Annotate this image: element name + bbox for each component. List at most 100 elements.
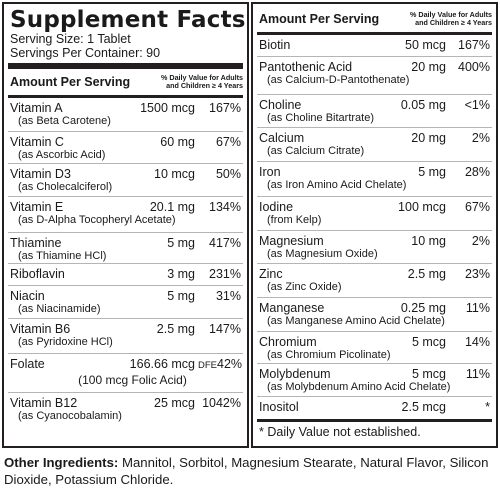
daily-value-percent: 28% — [464, 165, 490, 179]
nutrient-amount: 10 mg — [411, 234, 446, 248]
amount-per-serving-heading: Amount Per Serving — [259, 12, 380, 26]
left-nutrient-list: Vitamin A 1500 mcg 167% (as Beta Carotene) V… — [4, 98, 247, 429]
nutrient-row: Vitamin E 20.1 mg 134% (as D-Alpha Tocopher… — [8, 197, 243, 233]
nutrient-line: Choline 0.05 mg <1% — [259, 98, 490, 112]
nutrient-name: Iodine — [259, 200, 294, 214]
nutrient-row: Manganese 0.25 mg 11% (as Manganese Amino A… — [257, 298, 492, 332]
nutrient-line: Niacin 5 mg 31% — [10, 289, 241, 303]
nutrient-name: Thiamine — [10, 236, 62, 250]
nutrient-line: Inositol 2.5 mcg * — [259, 400, 490, 414]
daily-value-percent: 147% — [209, 322, 241, 336]
daily-value-percent: 11% — [465, 367, 490, 381]
nutrient-source: (as Pyridoxine HCl) — [18, 336, 113, 348]
nutrient-amount: 20 mg — [411, 131, 446, 145]
daily-value-percent: 417% — [209, 236, 241, 250]
nutrient-row: Niacin 5 mg 31% (as Niacinamide) — [8, 286, 243, 319]
nutrient-row: Calcium 20 mg 2% (as Calcium Citrate) — [257, 128, 492, 162]
daily-value-percent: 1042% — [202, 396, 241, 410]
nutrient-row: Vitamin D3 10 mcg 50% (as Cholecalciferol) — [8, 164, 243, 197]
daily-value-percent: 23% — [464, 267, 490, 281]
nutrient-amount: 0.25 mg — [400, 301, 446, 315]
nutrient-name: Iron — [259, 165, 281, 179]
header-divider — [8, 95, 243, 98]
nutrient-amount: 2.5 mg — [407, 267, 446, 281]
nutrient-row: Thiamine 5 mg 417% (as Thiamine HCl) — [8, 233, 243, 264]
daily-value-percent: 400% — [458, 60, 490, 74]
other-ingredients: Other Ingredients: Mannitol, Sorbitol, M… — [4, 454, 498, 488]
nutrient-line: Vitamin E 20.1 mg 134% — [10, 200, 241, 214]
nutrient-amount: 50 mcg — [405, 38, 446, 52]
nutrient-amount: 5 mg — [418, 165, 446, 179]
daily-value-percent: 2% — [471, 131, 490, 145]
nutrient-name: Manganese — [259, 301, 325, 315]
nutrient-name: Vitamin D3 — [10, 167, 71, 181]
nutrient-line: Vitamin A 1500 mcg 167% — [10, 101, 241, 115]
nutrient-row: Inositol 2.5 mcg * — [257, 397, 492, 419]
nutrient-row: Folate 166.66 mcg DFE 42% (100 mcg Folic Aci… — [8, 354, 243, 393]
nutrient-line: Riboflavin 3 mg 231% — [10, 267, 241, 281]
nutrient-amount: 20.1 mg — [149, 200, 195, 214]
nutrient-row: Chromium 5 mcg 14% (as Chromium Picolinate) — [257, 332, 492, 364]
nutrient-amount: 2.5 mcg — [401, 400, 446, 414]
nutrient-amount: 5 mcg — [411, 367, 446, 381]
nutrient-name: Magnesium — [259, 234, 324, 248]
other-ingredients-label: Other Ingredients: — [4, 455, 119, 470]
daily-value-heading: % Daily Value for Adults and Children ≥ 4… — [409, 9, 492, 27]
nutrient-line: Folate 166.66 mcg DFE 42% — [10, 357, 243, 373]
nutrient-source: (as Magnesium Oxide) — [267, 248, 378, 260]
nutrient-amount: 166.66 mcg — [129, 357, 195, 371]
nutrient-source: (as Thiamine HCl) — [18, 250, 107, 262]
nutrient-row: Iron 5 mg 28% (as Iron Amino Acid Chelate) — [257, 162, 492, 197]
daily-value-percent: 2% — [471, 234, 490, 248]
daily-value-percent: 42% — [217, 357, 243, 371]
daily-value-percent: 67% — [464, 200, 490, 214]
nutrient-line: Biotin 50 mcg 167% — [259, 38, 490, 52]
nutrient-name: Zinc — [259, 267, 283, 281]
nutrient-amount: 25 mcg — [154, 396, 195, 410]
nutrient-source: (as Zinc Oxide) — [267, 281, 342, 293]
daily-value-percent: 67% — [215, 135, 241, 149]
nutrient-row: Choline 0.05 mg <1% (as Choline Bitartrate) — [257, 95, 492, 128]
nutrient-row: Molybdenum 5 mcg 11% (as Molybdenum Amino A… — [257, 364, 492, 397]
nutrient-source: (as Calcium Citrate) — [267, 145, 365, 157]
nutrient-name: Pantothenic Acid — [259, 60, 353, 74]
supplement-facts-left-panel: Supplement Facts Serving Size: 1 Tablet … — [2, 2, 249, 448]
nutrient-amount: 0.05 mg — [400, 98, 446, 112]
daily-value-percent: 50% — [215, 167, 241, 181]
nutrient-line: Molybdenum 5 mcg 11% — [259, 367, 490, 381]
nutrient-source: (100 mcg Folic Acid) — [78, 373, 187, 387]
nutrient-row: Vitamin C 60 mg 67% (as Ascorbic Acid) — [8, 132, 243, 164]
nutrient-name: Vitamin B6 — [10, 322, 71, 336]
nutrient-name: Calcium — [259, 131, 305, 145]
nutrient-name: Vitamin A — [10, 101, 63, 115]
nutrient-row: Magnesium 10 mg 2% (as Magnesium Oxide) — [257, 231, 492, 264]
daily-value-percent: <1% — [464, 98, 490, 112]
nutrient-amount: 100 mcg — [398, 200, 446, 214]
dfe-unit: DFE — [198, 360, 217, 371]
nutrient-amount: 10 mcg — [154, 167, 195, 181]
nutrient-name: Chromium — [259, 335, 317, 349]
nutrient-line: Chromium 5 mcg 14% — [259, 335, 490, 349]
panel-title: Supplement Facts — [10, 7, 246, 33]
nutrient-amount: 5 mg — [167, 289, 195, 303]
nutrient-source: (as Molybdenum Amino Acid Chelate) — [267, 381, 451, 393]
nutrient-amount: 5 mcg — [411, 335, 446, 349]
nutrient-row: Biotin 50 mcg 167% — [257, 35, 492, 57]
nutrient-line: Vitamin B12 25 mcg 1042% — [10, 396, 241, 410]
nutrient-source: (as Manganese Amino Acid Chelate) — [267, 315, 445, 327]
nutrient-amount: 20 mg — [411, 60, 446, 74]
nutrient-row: Pantothenic Acid 20 mg 400% (as Calcium-D-P… — [257, 57, 492, 95]
daily-value-percent: * — [485, 400, 490, 414]
column-header: Amount Per Serving % Daily Value for Adu… — [8, 69, 243, 95]
nutrient-name: Vitamin C — [10, 135, 64, 149]
daily-value-percent: 31% — [215, 289, 241, 303]
daily-value-percent: 167% — [209, 101, 241, 115]
daily-value-percent: 14% — [464, 335, 490, 349]
daily-value-percent: 11% — [465, 301, 490, 315]
nutrient-source: (as Cholecalciferol) — [18, 181, 113, 193]
daily-value-percent: 231% — [209, 267, 241, 281]
nutrient-source: (as Calcium-D-Pantothenate) — [267, 74, 410, 86]
nutrient-row: Vitamin B6 2.5 mg 147% (as Pyridoxine HCl) — [8, 319, 243, 354]
nutrient-line: Zinc 2.5 mg 23% — [259, 267, 490, 281]
nutrient-source: (as Niacinamide) — [18, 303, 101, 315]
